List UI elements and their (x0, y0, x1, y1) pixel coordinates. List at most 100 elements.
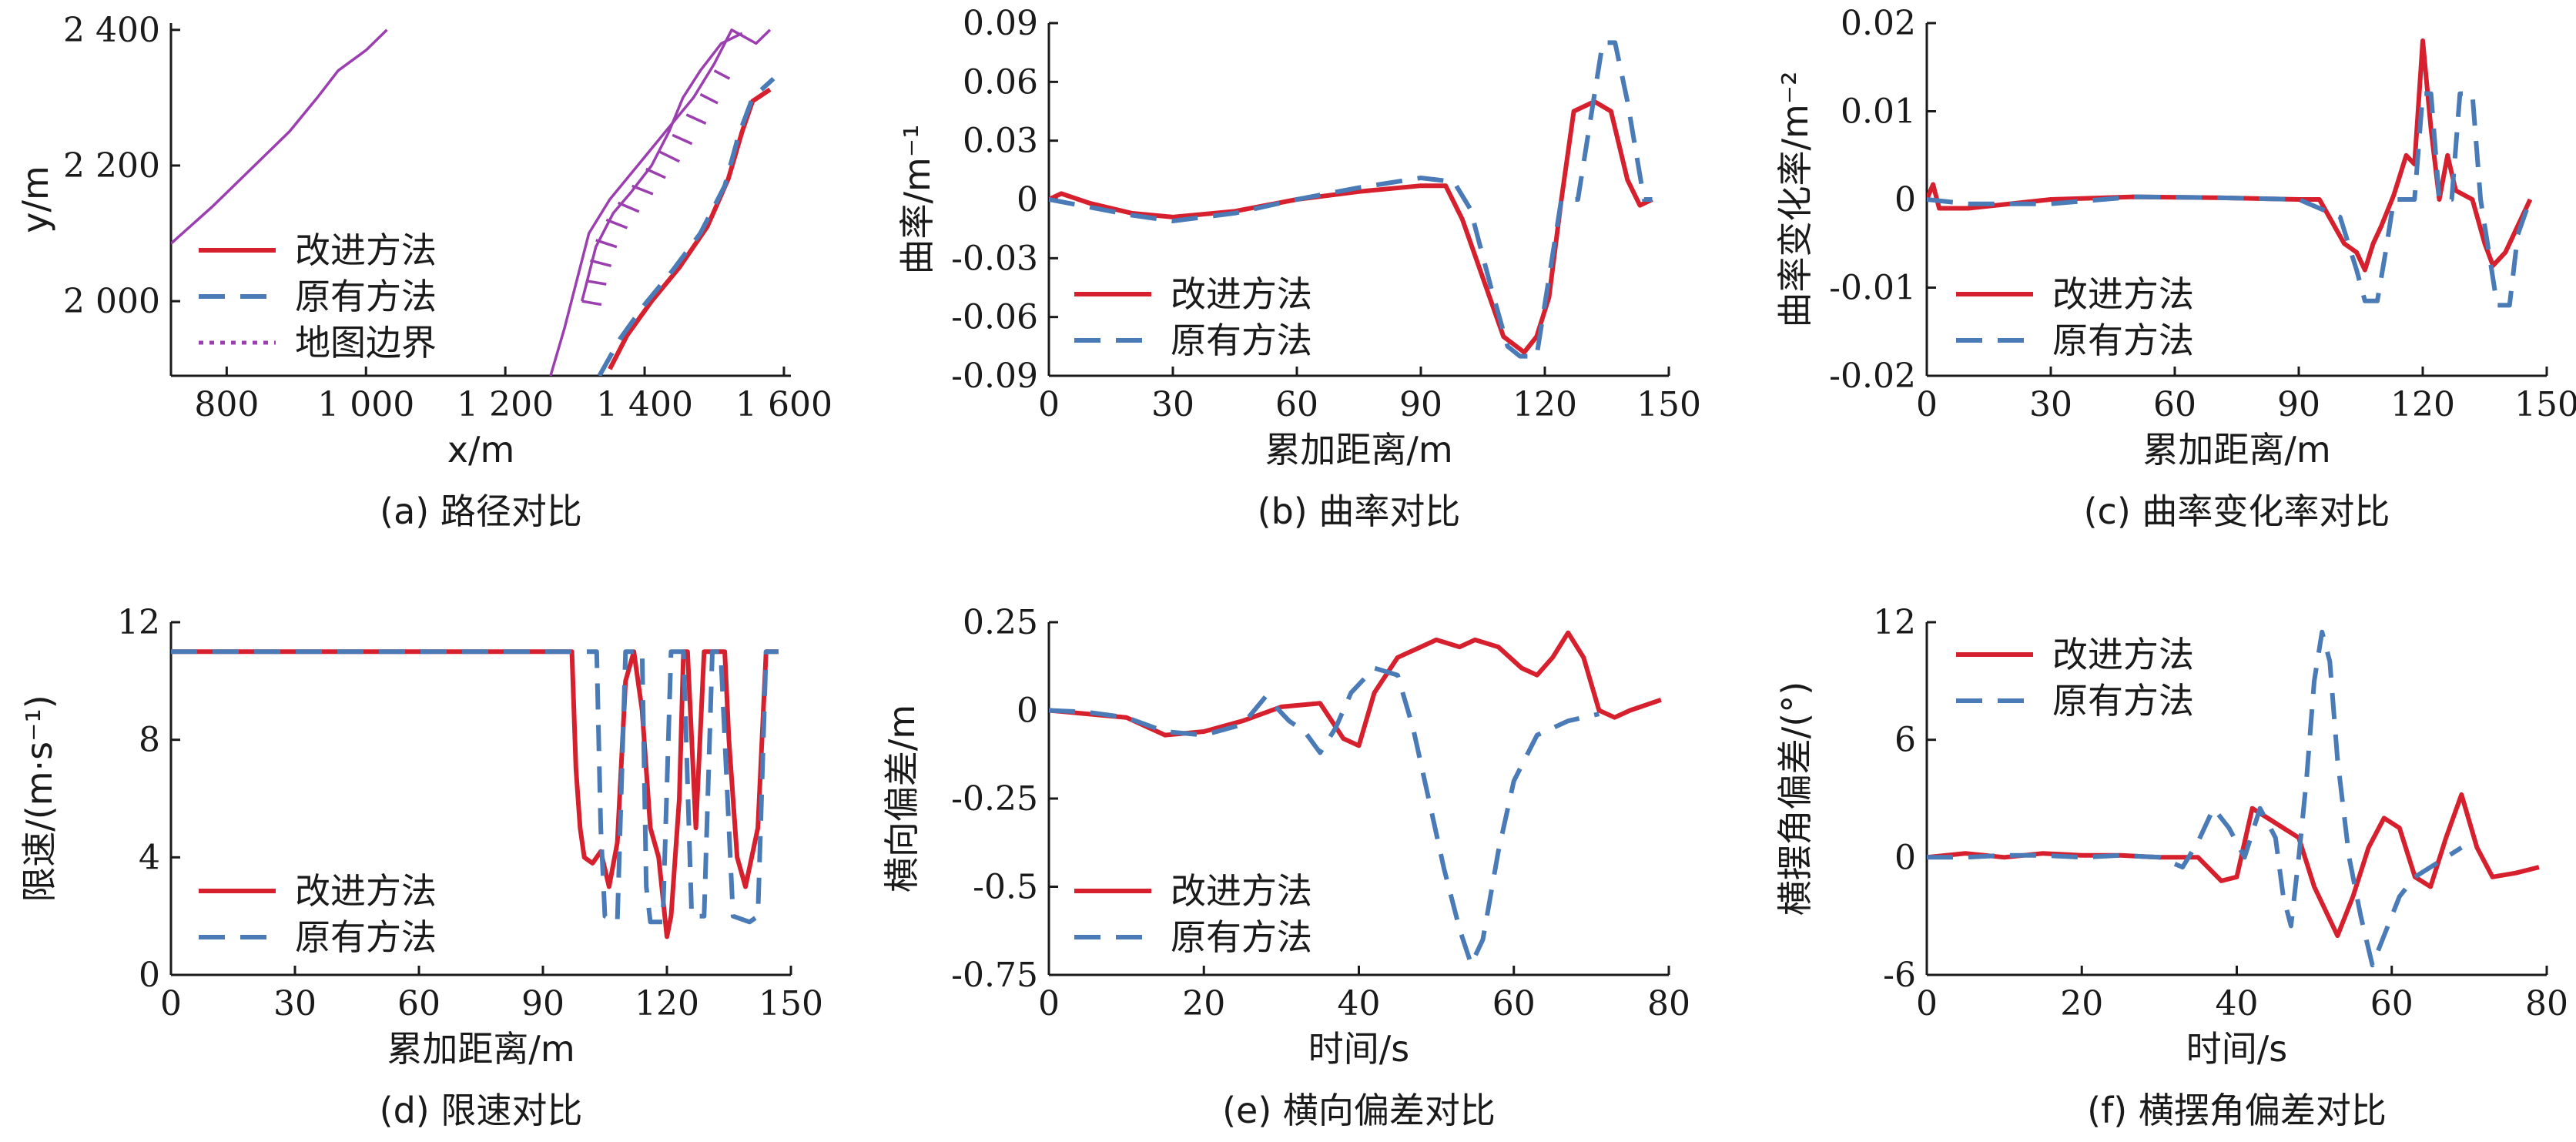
y-tick-label: 6 (1894, 721, 1916, 760)
x-axis-label: x/m (447, 429, 515, 471)
y-tick-label: -0.02 (1829, 357, 1916, 396)
series-group (171, 28, 775, 376)
y-tick-label: 0.06 (963, 62, 1038, 102)
series-line-original (171, 649, 779, 925)
boundary-rung (713, 69, 731, 80)
x-tick-label: 40 (2216, 984, 2259, 1023)
x-axis-label: 时间/s (2186, 1028, 2287, 1070)
x-tick-label: 60 (1492, 984, 1536, 1023)
series-line-improved (1049, 630, 1662, 748)
x-tick-label: 60 (2153, 385, 2196, 424)
x-tick-label: 1 600 (735, 385, 832, 424)
y-axis-label: 限速/(m·s⁻¹) (18, 695, 60, 903)
series-line-improved (608, 87, 772, 370)
legend-label: 改进方法 (2052, 634, 2194, 675)
x-tick-label: 60 (1275, 385, 1318, 424)
y-tick-label: -0.03 (951, 239, 1038, 278)
series-line-original (1927, 629, 2463, 968)
boundary-rung (590, 259, 612, 268)
boundary-rung (685, 113, 707, 125)
y-tick-label: -0.09 (951, 357, 1038, 396)
series-group (1927, 38, 2533, 308)
x-tick-label: 30 (273, 984, 317, 1023)
series-line-improved (171, 649, 779, 939)
series-line-original (1049, 40, 1653, 359)
chart-caption: (c) 曲率变化率对比 (2084, 491, 2390, 532)
series-line-improved (1927, 792, 2540, 939)
y-tick-label: 2 200 (63, 146, 160, 186)
y-tick-label: -6 (1883, 956, 1916, 995)
y-tick-label: 0 (1894, 838, 1916, 877)
legend-label: 改进方法 (2052, 273, 2194, 315)
y-tick-label: 2 000 (63, 282, 160, 321)
x-tick-label: 1 200 (457, 385, 554, 424)
x-axis-label: 累加距离/m (1265, 429, 1452, 471)
x-tick-label: 80 (1647, 984, 1690, 1023)
series-group (1927, 629, 2540, 968)
chart-panel-b: 0 30 60 90 120 150 -0.09 -0.06 -0.03 0 0.03 0.06 0.0… (896, 4, 1701, 532)
y-tick-label: 0.09 (963, 4, 1038, 43)
y-tick-label: 0 (1017, 692, 1038, 731)
x-tick-label: 30 (2029, 385, 2072, 424)
y-tick-label: 0.02 (1841, 4, 1916, 43)
series-line-improved (1049, 99, 1653, 355)
chart-caption: (f) 横摆角偏差对比 (2087, 1090, 2387, 1131)
y-tick-label: 12 (117, 603, 160, 642)
y-tick-label: 0.25 (963, 603, 1038, 642)
y-tick-label: -0.06 (951, 298, 1038, 337)
x-tick-label: 1 000 (317, 385, 414, 424)
y-tick-label: 4 (139, 838, 160, 877)
x-tick-label: 0 (160, 984, 182, 1023)
legend-label: 原有方法 (2052, 320, 2194, 361)
series-group (1049, 40, 1653, 359)
y-tick-label: 0 (139, 956, 160, 995)
boundary-rung (585, 279, 607, 286)
y-tick-label: 8 (139, 721, 160, 760)
y-axis-label: y/m (15, 166, 56, 233)
y-tick-label: -0.01 (1829, 269, 1916, 308)
legend-label: 原有方法 (1171, 916, 1312, 958)
x-tick-label: 60 (2370, 984, 2414, 1023)
x-tick-label: 40 (1338, 984, 1381, 1023)
y-axis-label: 横向偏差/m (881, 705, 923, 893)
x-axis-label: 累加距离/m (2142, 429, 2330, 471)
y-axis-label: 曲率/m⁻¹ (896, 124, 938, 274)
x-tick-label: 20 (2060, 984, 2103, 1023)
y-axis-label: 曲率变化率/m⁻² (1774, 71, 1816, 327)
y-tick-label: 0.01 (1841, 92, 1916, 132)
x-tick-label: 1 400 (596, 385, 693, 424)
x-tick-label: 60 (397, 984, 440, 1023)
x-tick-label: 0 (1916, 984, 1938, 1023)
chart-caption: (b) 曲率对比 (1258, 491, 1461, 532)
x-tick-label: 90 (1399, 385, 1442, 424)
x-tick-label: 120 (2390, 385, 2455, 424)
x-tick-label: 90 (521, 984, 564, 1023)
legend-label: 改进方法 (295, 229, 437, 271)
series-line-improved (1927, 38, 2533, 273)
x-tick-label: 150 (759, 984, 823, 1023)
legend-label: 原有方法 (295, 916, 437, 958)
x-tick-label: 120 (1512, 385, 1577, 424)
legend-label: 改进方法 (295, 870, 437, 912)
x-tick-label: 20 (1182, 984, 1225, 1023)
x-tick-label: 90 (2277, 385, 2320, 424)
legend-label: 原有方法 (1171, 320, 1312, 361)
x-tick-label: 0 (1038, 984, 1060, 1023)
legend-label: 原有方法 (295, 276, 437, 317)
x-axis-label: 时间/s (1308, 1028, 1409, 1070)
x-tick-label: 80 (2525, 984, 2568, 1023)
x-tick-label: 30 (1151, 385, 1194, 424)
chart-caption: (a) 路径对比 (380, 491, 582, 532)
series-line-original (597, 76, 775, 376)
x-tick-label: 0 (1038, 385, 1060, 424)
y-tick-label: 12 (1873, 603, 1916, 642)
y-axis-label: 横摆角偏差/(°) (1774, 682, 1816, 916)
legend-label: 原有方法 (2052, 680, 2194, 722)
chart-panel-d: 0 30 60 90 120 150 0 4 8 12 累加距离/m 限速/(m·s⁻¹) (d) 限速… (18, 603, 823, 1131)
